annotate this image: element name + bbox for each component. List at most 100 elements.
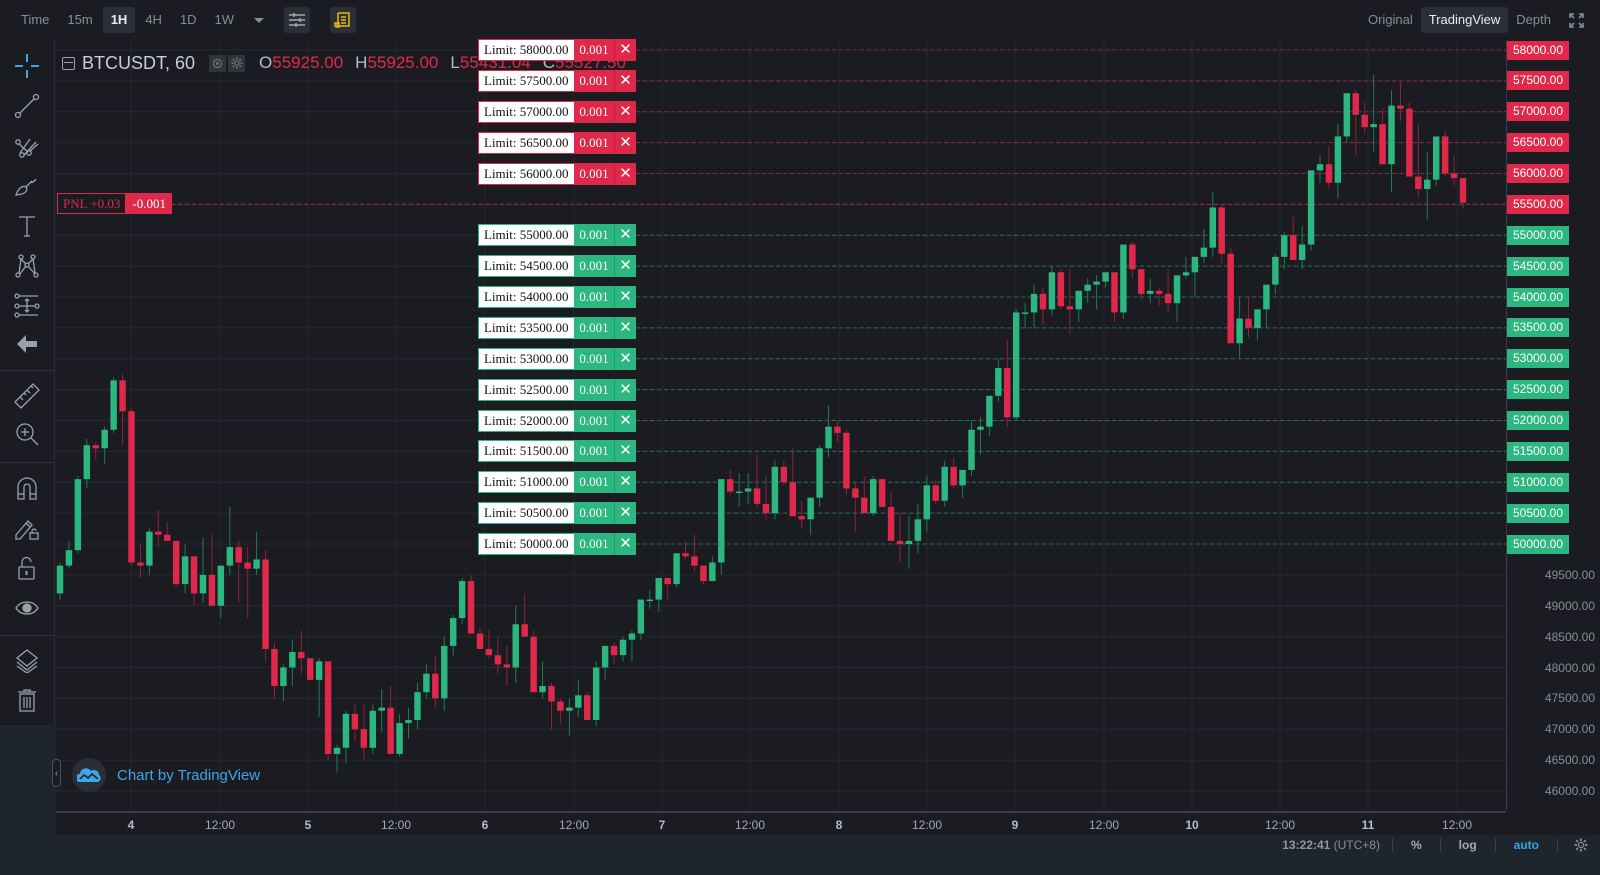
collapse-legend-icon[interactable] — [62, 56, 75, 70]
interval-1d[interactable]: 1D — [179, 12, 197, 27]
price-tag-buy: 50500.00 — [1507, 503, 1569, 523]
ruler-button[interactable] — [9, 380, 45, 412]
fullscreen-button[interactable] — [1569, 12, 1584, 28]
source-visibility-button[interactable] — [209, 54, 227, 72]
limit-order-buy[interactable]: Limit: 52500.00 0.001 ✕ — [478, 378, 636, 401]
percent-scale-toggle[interactable]: % — [1410, 838, 1422, 852]
interval-1w[interactable]: 1W — [214, 12, 235, 27]
magnet-icon — [17, 477, 37, 500]
limit-order-buy[interactable]: Limit: 51000.00 0.001 ✕ — [478, 471, 636, 494]
limit-order-buy[interactable]: Limit: 54500.00 0.001 ✕ — [478, 255, 636, 278]
limit-order-buy[interactable]: Limit: 53500.00 0.001 ✕ — [478, 316, 636, 339]
interval-15m[interactable]: 15m — [67, 12, 93, 27]
lock-drawings-button[interactable] — [9, 512, 45, 544]
crosshair-icon — [15, 54, 39, 78]
clock: 13:22:41 (UTC+8) — [1270, 838, 1392, 852]
prediction-button[interactable] — [9, 290, 45, 322]
position-line-label[interactable]: PNL +0.03 -0.001 — [57, 193, 173, 214]
order-price-label: Limit: 50000.00 — [478, 533, 574, 555]
layers-button[interactable] — [9, 644, 45, 676]
cancel-order-button[interactable]: ✕ — [614, 471, 636, 494]
candlestick-plot[interactable] — [56, 40, 1506, 810]
limit-order-buy[interactable]: Limit: 54000.00 0.001 ✕ — [478, 286, 636, 308]
limit-order-sell[interactable]: Limit: 56000.00 0.001 ✕ — [478, 162, 636, 185]
cancel-order-button[interactable]: ✕ — [614, 162, 636, 185]
indicators-button[interactable] — [284, 7, 311, 33]
cancel-order-button[interactable]: ✕ — [614, 39, 636, 61]
divider — [1494, 838, 1496, 852]
brush-icon — [15, 178, 37, 196]
time-tick: 12:00 — [1264, 818, 1296, 832]
time-axis[interactable]: 4 12:00 5 12:00 6 12:00 7 12:00 8 12:00 9 12:00 10 12… — [56, 811, 1506, 835]
time-tick: 12:00 — [558, 818, 590, 832]
price-tag-buy: 55000.00 — [1507, 225, 1569, 245]
caret-down-icon[interactable] — [254, 17, 265, 23]
pattern-button[interactable] — [9, 250, 45, 282]
cancel-order-button[interactable]: ✕ — [614, 255, 636, 278]
cancel-order-button[interactable]: ✕ — [614, 409, 636, 432]
cancel-order-button[interactable]: ✕ — [614, 316, 636, 339]
price-tag-buy: 52000.00 — [1507, 411, 1569, 430]
price-axis[interactable]: 58000.00 57500.00 57000.00 56500.00 56000.00… — [1506, 40, 1600, 810]
chart-settings-button[interactable] — [1558, 838, 1600, 852]
cancel-order-button[interactable]: ✕ — [614, 440, 636, 463]
position-qty: -0.001 — [126, 193, 173, 214]
open-value: 55925.00 — [272, 53, 344, 72]
limit-order-sell[interactable]: Limit: 56500.00 0.001 ✕ — [478, 131, 636, 154]
back-button[interactable] — [9, 328, 45, 360]
limit-order-buy[interactable]: Limit: 50500.00 0.001 ✕ — [478, 502, 636, 525]
interval-4h[interactable]: 4H — [145, 12, 162, 27]
cancel-order-button[interactable]: ✕ — [614, 502, 636, 525]
limit-order-buy[interactable]: Limit: 51500.00 0.001 ✕ — [478, 440, 636, 463]
trash-button[interactable] — [9, 684, 45, 716]
interval-1h[interactable]: 1H — [102, 7, 136, 33]
order-qty: 0.001 — [574, 502, 614, 525]
order-price-label: Limit: 51000.00 — [478, 471, 574, 494]
auto-scale-toggle[interactable]: auto — [1513, 838, 1539, 852]
series-settings-button[interactable] — [228, 54, 246, 72]
limit-order-buy[interactable]: Limit: 53000.00 0.001 ✕ — [478, 347, 636, 370]
cancel-order-button[interactable]: ✕ — [614, 533, 636, 555]
order-price-label: Limit: 55000.00 — [478, 224, 574, 247]
price-chart[interactable] — [56, 40, 1506, 810]
text-button[interactable] — [9, 210, 45, 242]
zoom-in-button[interactable] — [9, 418, 45, 450]
unlock-button[interactable] — [9, 552, 45, 584]
pitchfork-button[interactable] — [9, 130, 45, 162]
magnet-button[interactable] — [9, 472, 45, 504]
view-original[interactable]: Original — [1367, 12, 1413, 27]
sliders-icon — [289, 13, 306, 27]
cancel-order-button[interactable]: ✕ — [614, 69, 636, 92]
collapse-toolbar-button[interactable]: ‹ — [52, 759, 61, 787]
tradingview-attribution[interactable]: Chart by TradingView — [72, 758, 260, 792]
close-icon: ✕ — [619, 163, 632, 182]
price-tag-sell: 57000.00 — [1507, 102, 1569, 122]
cancel-order-button[interactable]: ✕ — [614, 347, 636, 370]
eye-icon — [15, 601, 39, 615]
limit-order-buy[interactable]: Limit: 52000.00 0.001 ✕ — [478, 409, 636, 432]
cancel-order-button[interactable]: ✕ — [614, 378, 636, 401]
orders-button[interactable] — [330, 7, 357, 33]
limit-order-sell[interactable]: Limit: 57000.00 0.001 ✕ — [478, 100, 636, 123]
close-icon: ✕ — [619, 503, 632, 522]
brush-button[interactable] — [9, 170, 45, 202]
limit-order-sell[interactable]: Limit: 57500.00 0.001 ✕ — [478, 69, 636, 92]
log-scale-toggle[interactable]: log — [1458, 838, 1477, 852]
close-icon: ✕ — [619, 348, 632, 367]
cancel-order-button[interactable]: ✕ — [614, 286, 636, 308]
unlock-icon — [18, 556, 35, 580]
limit-order-sell[interactable]: Limit: 58000.00 0.001 ✕ — [478, 39, 636, 61]
visibility-button[interactable] — [9, 592, 45, 624]
close-icon: ✕ — [619, 132, 632, 151]
crosshair-button[interactable] — [9, 50, 45, 82]
limit-order-buy[interactable]: Limit: 50000.00 0.001 ✕ — [478, 533, 636, 555]
limit-order-buy[interactable]: Limit: 55000.00 0.001 ✕ — [478, 224, 636, 247]
view-depth[interactable]: Depth — [1516, 12, 1551, 27]
order-price-label: Limit: 56500.00 — [478, 131, 574, 154]
close-icon: ✕ — [619, 441, 632, 460]
cancel-order-button[interactable]: ✕ — [614, 100, 636, 123]
trend-line-button[interactable] — [9, 90, 45, 122]
cancel-order-button[interactable]: ✕ — [614, 224, 636, 247]
cancel-order-button[interactable]: ✕ — [614, 131, 636, 154]
view-tradingview[interactable]: TradingView — [1420, 7, 1509, 33]
